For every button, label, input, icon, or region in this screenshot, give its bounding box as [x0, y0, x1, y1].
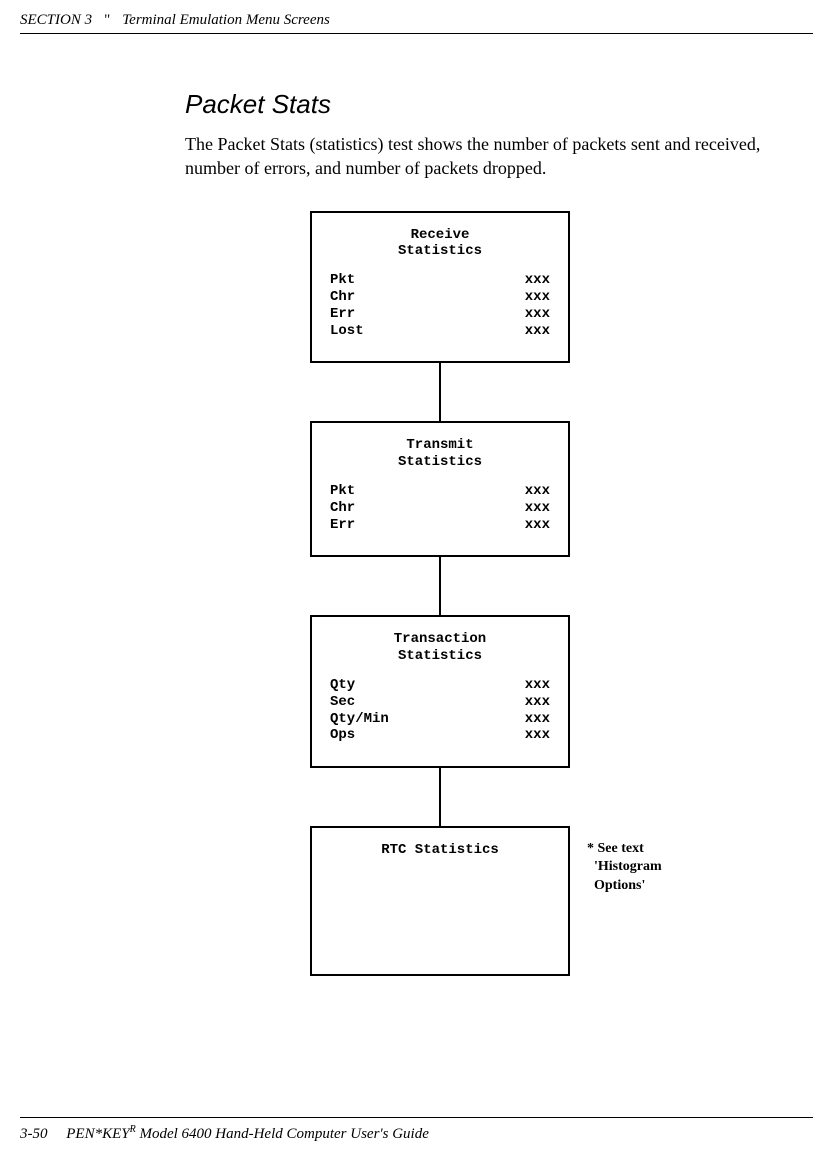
rtc-statistics-box: RTC Statistics * See text 'Histogram Opt…	[310, 826, 570, 976]
transaction-row: Qty/Min xxx	[326, 711, 554, 728]
receive-row: Err xxx	[326, 306, 554, 323]
stat-value: xxx	[525, 694, 550, 711]
rtc-annotation: * See text 'Histogram Options'	[587, 840, 662, 895]
stat-label: Err	[330, 306, 355, 323]
stat-value: xxx	[525, 289, 550, 306]
stat-label: Pkt	[330, 272, 355, 289]
footer-rule	[20, 1117, 813, 1118]
receive-statistics-box: Receive Statistics Pkt xxx Chr xxx Err x…	[310, 211, 570, 364]
connector-line	[439, 768, 441, 826]
stat-value: xxx	[525, 306, 550, 323]
stat-value: xxx	[525, 517, 550, 534]
stat-value: xxx	[525, 727, 550, 744]
connector-line	[439, 363, 441, 421]
footer-product-prefix: PEN*KEY	[66, 1126, 129, 1142]
connector-line	[439, 557, 441, 615]
footer-product-suffix: Model 6400 Hand-Held Computer User's Gui…	[136, 1126, 429, 1142]
receive-row: Lost xxx	[326, 323, 554, 340]
header-section-label: SECTION 3	[20, 12, 92, 29]
page-footer: 3-50 PEN*KEYR Model 6400 Hand-Held Compu…	[20, 1117, 813, 1143]
stat-value: xxx	[525, 500, 550, 517]
receive-title: Receive Statistics	[326, 227, 554, 261]
rtc-title: RTC Statistics	[326, 842, 554, 859]
section-heading: Packet Stats	[185, 89, 803, 120]
stat-value: xxx	[525, 323, 550, 340]
page-content: Packet Stats The Packet Stats (statistic…	[0, 34, 833, 976]
transaction-row: Ops xxx	[326, 727, 554, 744]
transmit-title: Transmit Statistics	[326, 437, 554, 471]
stat-label: Chr	[330, 500, 355, 517]
header-title: Terminal Emulation Menu Screens	[122, 12, 330, 29]
transaction-row: Qty xxx	[326, 677, 554, 694]
stat-value: xxx	[525, 677, 550, 694]
stat-label: Ops	[330, 727, 355, 744]
section-body: The Packet Stats (statistics) test shows…	[185, 132, 803, 181]
stat-label: Err	[330, 517, 355, 534]
header-separator: "	[104, 12, 110, 29]
stat-label: Qty	[330, 677, 355, 694]
stat-label: Chr	[330, 289, 355, 306]
transmit-statistics-box: Transmit Statistics Pkt xxx Chr xxx Err …	[310, 421, 570, 557]
stat-label: Pkt	[330, 483, 355, 500]
stat-label: Lost	[330, 323, 364, 340]
stat-value: xxx	[525, 711, 550, 728]
footer-page-number: 3-50	[20, 1126, 48, 1142]
stat-label: Qty/Min	[330, 711, 389, 728]
transmit-row: Pkt xxx	[326, 483, 554, 500]
receive-row: Chr xxx	[326, 289, 554, 306]
receive-row: Pkt xxx	[326, 272, 554, 289]
transaction-row: Sec xxx	[326, 694, 554, 711]
screens-diagram: Receive Statistics Pkt xxx Chr xxx Err x…	[310, 211, 810, 977]
page-header: SECTION 3 " Terminal Emulation Menu Scre…	[0, 0, 833, 29]
stat-value: xxx	[525, 483, 550, 500]
stat-label: Sec	[330, 694, 355, 711]
transaction-statistics-box: Transaction Statistics Qty xxx Sec xxx Q…	[310, 615, 570, 768]
stat-value: xxx	[525, 272, 550, 289]
footer-text: 3-50 PEN*KEYR Model 6400 Hand-Held Compu…	[20, 1124, 813, 1143]
transmit-row: Chr xxx	[326, 500, 554, 517]
transaction-title: Transaction Statistics	[326, 631, 554, 665]
transmit-row: Err xxx	[326, 517, 554, 534]
